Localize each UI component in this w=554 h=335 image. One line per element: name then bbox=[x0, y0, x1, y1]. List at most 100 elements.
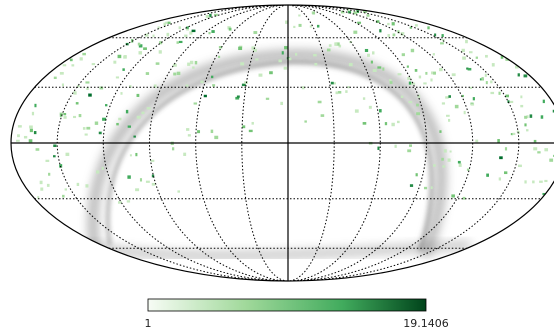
source-pixel bbox=[99, 132, 102, 135]
source-pixel bbox=[390, 81, 393, 84]
source-pixel bbox=[427, 26, 429, 29]
source-pixel bbox=[446, 115, 450, 117]
source-pixel bbox=[133, 136, 135, 138]
source-pixel bbox=[280, 102, 283, 105]
source-pixel bbox=[63, 113, 66, 115]
source-pixel bbox=[541, 115, 544, 118]
source-pixel bbox=[105, 104, 107, 106]
source-pixel bbox=[373, 69, 377, 72]
source-pixel bbox=[407, 77, 410, 80]
source-pixel bbox=[278, 59, 281, 62]
source-pixel bbox=[79, 114, 82, 117]
source-pixel bbox=[116, 123, 119, 125]
source-pixel bbox=[122, 68, 124, 71]
source-pixel bbox=[411, 49, 414, 52]
source-pixel bbox=[408, 101, 412, 103]
source-pixel bbox=[481, 77, 483, 80]
source-pixel bbox=[499, 156, 503, 159]
source-pixel bbox=[200, 81, 203, 84]
source-pixel bbox=[549, 159, 553, 162]
source-pixel bbox=[520, 105, 523, 107]
source-pixel bbox=[188, 134, 191, 136]
source-pixel bbox=[34, 104, 36, 107]
source-pixel bbox=[179, 26, 181, 29]
source-pixel bbox=[73, 116, 76, 118]
source-pixel bbox=[518, 165, 522, 167]
source-pixel bbox=[82, 53, 86, 55]
source-pixel bbox=[442, 34, 444, 37]
source-pixel bbox=[120, 92, 122, 95]
source-pixel bbox=[45, 160, 49, 162]
source-pixel bbox=[485, 74, 487, 77]
source-pixel bbox=[379, 29, 381, 32]
source-pixel bbox=[209, 14, 212, 17]
source-pixel bbox=[177, 41, 179, 44]
source-pixel bbox=[357, 22, 361, 24]
source-pixel bbox=[88, 94, 92, 97]
source-pixel bbox=[398, 73, 402, 75]
source-pixel bbox=[153, 35, 155, 37]
source-pixel bbox=[259, 74, 263, 77]
source-pixel bbox=[47, 184, 50, 187]
source-pixel bbox=[415, 69, 418, 72]
source-pixel bbox=[34, 131, 37, 134]
source-pixel bbox=[338, 91, 341, 94]
source-pixel bbox=[524, 116, 527, 119]
source-pixel bbox=[60, 72, 64, 75]
source-pixel bbox=[505, 147, 507, 150]
source-pixel bbox=[18, 125, 22, 127]
source-pixel bbox=[433, 53, 435, 55]
source-pixel bbox=[156, 62, 160, 65]
source-pixel bbox=[53, 144, 56, 147]
source-pixel bbox=[336, 91, 339, 94]
source-pixel bbox=[544, 148, 548, 151]
source-pixel bbox=[237, 95, 240, 97]
source-pixel bbox=[62, 195, 64, 198]
source-pixel bbox=[430, 79, 432, 82]
source-pixel bbox=[372, 51, 374, 54]
source-pixel bbox=[407, 149, 411, 152]
source-pixel bbox=[497, 139, 500, 142]
source-pixel bbox=[70, 59, 73, 62]
source-pixel bbox=[415, 24, 418, 26]
source-pixel bbox=[387, 34, 389, 37]
source-pixel bbox=[62, 83, 64, 86]
source-pixel bbox=[86, 127, 90, 130]
source-pixel bbox=[455, 105, 459, 108]
source-pixel bbox=[490, 80, 492, 83]
source-pixel bbox=[379, 109, 382, 112]
source-pixel bbox=[363, 97, 365, 100]
source-pixel bbox=[130, 154, 132, 156]
source-pixel bbox=[24, 136, 27, 139]
source-pixel bbox=[183, 153, 186, 156]
source-pixel bbox=[118, 118, 121, 121]
source-pixel bbox=[431, 186, 433, 189]
source-pixel bbox=[423, 82, 426, 84]
source-pixel bbox=[304, 120, 306, 122]
source-pixel bbox=[394, 145, 396, 148]
source-pixel bbox=[40, 181, 43, 184]
source-pixel bbox=[314, 63, 317, 66]
source-pixel bbox=[124, 55, 127, 58]
source-pixel bbox=[345, 90, 347, 93]
source-pixel bbox=[152, 183, 156, 186]
source-pixel bbox=[387, 23, 389, 25]
source-pixel bbox=[83, 127, 86, 130]
source-pixel bbox=[85, 184, 88, 187]
source-pixel bbox=[464, 111, 466, 114]
source-pixel bbox=[163, 23, 166, 26]
source-pixel bbox=[407, 65, 409, 67]
source-pixel bbox=[349, 63, 353, 66]
source-pixel bbox=[102, 167, 104, 170]
source-pixel bbox=[355, 109, 359, 112]
source-pixel bbox=[391, 123, 394, 126]
source-pixel bbox=[92, 63, 95, 65]
source-pixel bbox=[317, 25, 319, 28]
source-pixel bbox=[293, 26, 295, 28]
source-pixel bbox=[192, 30, 196, 32]
source-pixel bbox=[433, 164, 436, 167]
source-pixel bbox=[416, 112, 420, 115]
source-pixel bbox=[543, 100, 545, 103]
source-pixel bbox=[524, 180, 526, 183]
source-pixel bbox=[194, 102, 197, 104]
